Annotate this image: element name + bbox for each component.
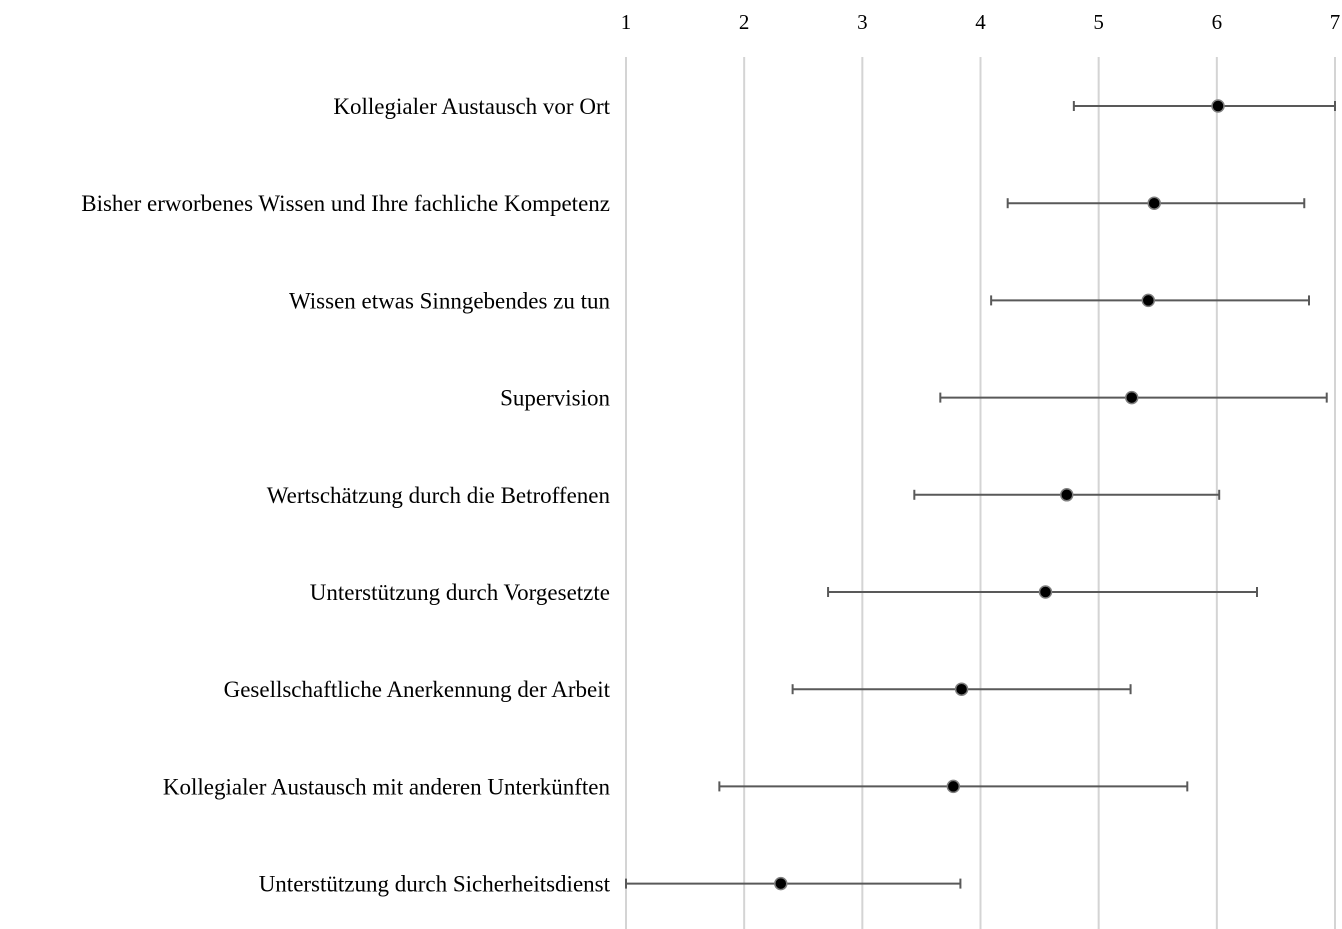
x-tick-label: 4 — [975, 10, 986, 34]
data-point — [1060, 488, 1074, 502]
x-tick-label: 3 — [857, 10, 868, 34]
x-tick-label: 2 — [739, 10, 750, 34]
x-tick-label: 7 — [1330, 10, 1341, 34]
category-label: Kollegialer Austausch mit anderen Unterk… — [163, 774, 611, 799]
data-point — [1211, 99, 1225, 113]
data-point — [954, 682, 969, 696]
x-tick-label: 6 — [1212, 10, 1223, 34]
x-tick-labels: 1 2 3 4 5 6 7 — [621, 10, 1341, 34]
data-point — [1141, 293, 1156, 308]
category-label: Unterstützung durch Vorgesetzte — [310, 580, 610, 605]
category-label: Unterstützung durch Sicherheitsdienst — [259, 872, 611, 897]
data-points — [774, 99, 1225, 891]
category-label: Wissen etwas Sinngebendes zu tun — [289, 288, 611, 313]
category-label: Kollegialer Austausch vor Ort — [333, 94, 610, 119]
data-point — [1147, 196, 1161, 210]
category-label: Bisher erworbenes Wissen und Ihre fachli… — [81, 191, 610, 216]
category-label: Gesellschaftliche Anerkennung der Arbeit — [224, 677, 611, 702]
data-point — [1038, 585, 1053, 599]
category-label: Supervision — [500, 386, 610, 411]
grid-lines — [625, 57, 1336, 929]
category-labels: Kollegialer Austausch vor Ort Bisher erwo… — [81, 94, 610, 897]
category-label: Wertschätzung durch die Betroffenen — [267, 483, 611, 508]
data-point — [774, 876, 788, 891]
data-point — [946, 779, 961, 794]
x-tick-label: 1 — [621, 10, 632, 34]
data-point — [1125, 390, 1139, 405]
x-tick-label: 5 — [1093, 10, 1104, 34]
